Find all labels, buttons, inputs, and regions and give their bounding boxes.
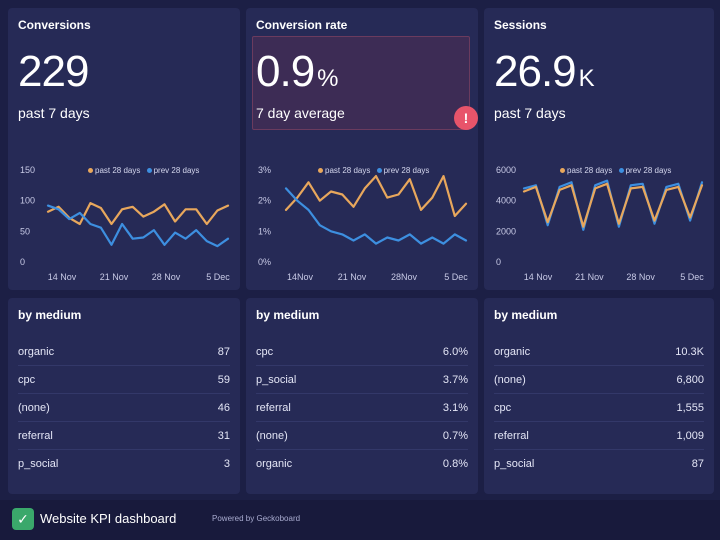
- list-item: p_social 87: [494, 458, 704, 470]
- x-tick-label: 5 Dec: [680, 272, 704, 282]
- series-line-prev-28-days: [46, 204, 230, 248]
- list-item: (none) 0.7%: [256, 422, 468, 450]
- legend-swatch-prev: [146, 168, 152, 174]
- x-tick-label: 14 Nov: [524, 272, 553, 282]
- medium-list: organic 87 cpc 59 (none) 46 referral 31 p_so…: [18, 338, 230, 478]
- y-tick-label: 3%: [258, 165, 271, 175]
- kpi-title: Sessions: [494, 18, 547, 32]
- medium-list: cpc 6.0% p_social 3.7% referral 3.1% (none)…: [256, 338, 468, 478]
- alert-highlight: [252, 36, 470, 130]
- dashboard-footer: ✓ Website KPI dashboard Powered by Gecko…: [0, 500, 720, 540]
- chart-legend: past 28 days prev 28 days: [88, 166, 199, 175]
- line-chart-conversions: 150 100 50 0 14 Nov 21 Nov 28 Nov 5 Dec: [20, 165, 230, 282]
- x-tick-label: 28 Nov: [152, 272, 181, 282]
- legend-swatch-prev: [376, 168, 382, 174]
- x-tick-label: 5 Dec: [444, 272, 468, 282]
- list-item: referral 31: [18, 422, 230, 450]
- kpi-value: 0.9%: [256, 47, 339, 96]
- list-item: organic 0.8%: [256, 458, 468, 470]
- line-chart-conversion-rate: 3% 2% 1% 0% 14Nov 21 Nov 28Nov 5 Dec: [258, 165, 468, 282]
- list-item: organic 87: [18, 338, 230, 366]
- x-tick-label: 28 Nov: [626, 272, 655, 282]
- x-tick-label: 14 Nov: [48, 272, 77, 282]
- list-item: (none) 6,800: [494, 366, 704, 394]
- list-item: (none) 46: [18, 394, 230, 422]
- x-tick-label: 14Nov: [287, 272, 314, 282]
- table-panel-rate-by-medium: by medium cpc 6.0% p_social 3.7% referral 3…: [246, 298, 478, 494]
- series-line-past-28-days: [46, 201, 230, 226]
- kpi-panel-conversions: Conversions 229 past 7 days past 28 days…: [8, 8, 240, 290]
- chart-legend: past 28 days prev 28 days: [560, 166, 671, 175]
- kpi-panel-conversion-rate: Conversion rate 0.9% 7 day average ! pas…: [246, 8, 478, 290]
- legend-swatch-past: [318, 168, 323, 174]
- kpi-subtitle: past 7 days: [494, 105, 566, 121]
- legend-swatch-past: [560, 168, 565, 174]
- dashboard-title: Website KPI dashboard: [40, 511, 177, 526]
- alert-icon[interactable]: !: [454, 106, 478, 130]
- x-tick-label: 5 Dec: [206, 272, 230, 282]
- series-line-past-28-days: [284, 175, 468, 218]
- table-panel-sessions-by-medium: by medium organic 10.3K (none) 6,800 cpc 1,…: [484, 298, 714, 494]
- powered-by-text: Powered by Geckoboard: [212, 514, 301, 523]
- kpi-value: 26.9 K: [494, 47, 595, 96]
- list-item: cpc 6.0%: [256, 338, 468, 366]
- list-item: p_social 3.7%: [256, 366, 468, 394]
- y-tick-label: 50: [20, 226, 30, 236]
- x-tick-label: 28Nov: [391, 272, 418, 282]
- section-title: by medium: [256, 308, 320, 322]
- y-tick-label: 1%: [258, 226, 271, 236]
- list-item: cpc 1,555: [494, 394, 704, 422]
- list-item: referral 3.1%: [256, 394, 468, 422]
- y-tick-label: 2%: [258, 196, 271, 206]
- section-title: by medium: [494, 308, 558, 322]
- y-tick-label: 100: [20, 196, 35, 206]
- kpi-title: Conversions: [18, 18, 91, 32]
- series-line-prev-28-days: [284, 187, 468, 245]
- kpi-subtitle: 7 day average: [256, 105, 345, 121]
- y-tick-label: 2000: [496, 226, 516, 236]
- x-tick-label: 21 Nov: [338, 272, 367, 282]
- list-item: organic 10.3K: [494, 338, 704, 366]
- y-tick-label: 6000: [496, 165, 516, 175]
- kpi-panel-sessions: Sessions 26.9 K past 7 days past 28 days …: [484, 8, 714, 290]
- kpi-value: 229: [18, 47, 89, 96]
- list-item: cpc 59: [18, 366, 230, 394]
- table-panel-conversions-by-medium: by medium organic 87 cpc 59 (none) 46 refer…: [8, 298, 240, 494]
- list-item: p_social 3: [18, 458, 230, 470]
- section-title: by medium: [18, 308, 82, 322]
- y-tick-label: 0: [496, 257, 501, 267]
- x-tick-label: 21 Nov: [100, 272, 129, 282]
- y-tick-label: 4000: [496, 196, 516, 206]
- y-tick-label: 0: [20, 257, 25, 267]
- series-line-past-28-days: [522, 182, 704, 228]
- y-tick-label: 0%: [258, 257, 271, 267]
- x-tick-label: 21 Nov: [575, 272, 604, 282]
- check-logo-icon: ✓: [12, 508, 34, 530]
- kpi-title: Conversion rate: [256, 18, 348, 32]
- y-tick-label: 150: [20, 165, 35, 175]
- medium-list: organic 10.3K (none) 6,800 cpc 1,555 referr…: [494, 338, 704, 478]
- line-chart-sessions: 6000 4000 2000 0 14 Nov 21 Nov 28 Nov 5 Dec: [496, 165, 704, 282]
- list-item: referral 1,009: [494, 422, 704, 450]
- legend-swatch-prev: [618, 168, 624, 174]
- chart-legend: past 28 days prev 28 days: [318, 166, 429, 175]
- kpi-subtitle: past 7 days: [18, 105, 90, 121]
- legend-swatch-past: [88, 168, 93, 174]
